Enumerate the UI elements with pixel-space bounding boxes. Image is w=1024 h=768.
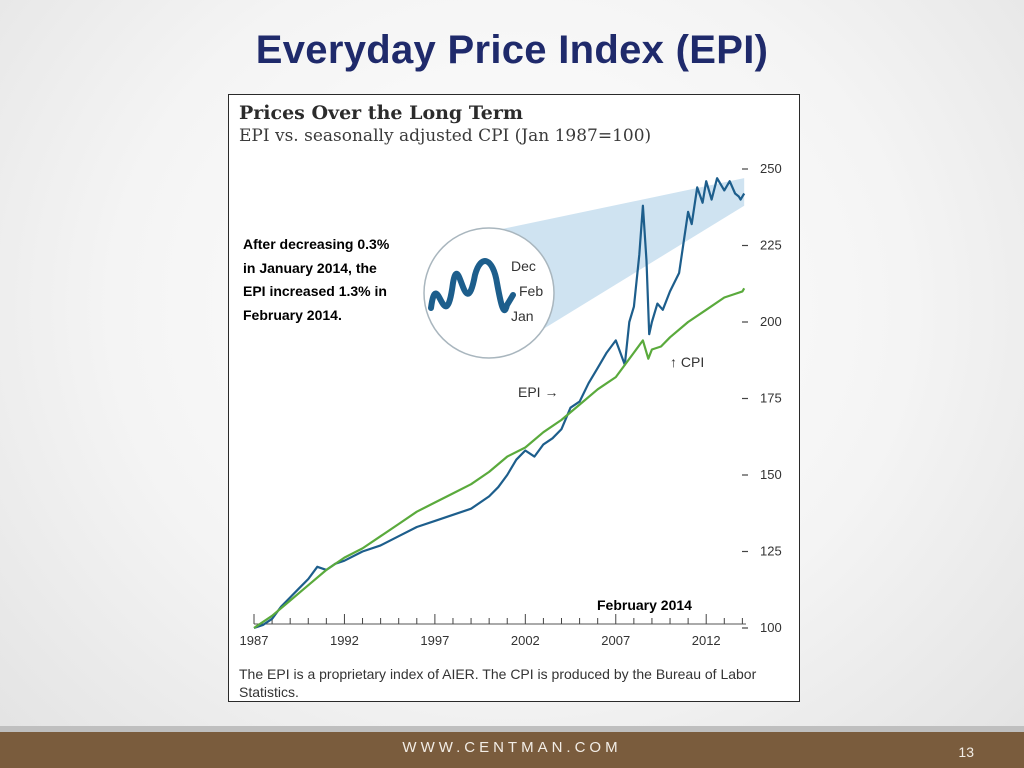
x-tick-label: 2002 [511, 633, 540, 648]
inset-label: Feb [519, 283, 543, 299]
page-number: 13 [958, 744, 974, 760]
x-tick-label: 1987 [240, 633, 269, 648]
footer-bar: WWW.CENTMAN.COM 13 [0, 732, 1024, 768]
date-label: February 2014 [597, 597, 692, 613]
slide-title: Everyday Price Index (EPI) [255, 28, 769, 72]
zoom-wedge [497, 178, 745, 350]
y-tick-label: 175 [760, 391, 782, 406]
callout-text: After decreasing 0.3% in January 2014, t… [243, 236, 390, 323]
x-tick-label: 2012 [692, 633, 721, 648]
y-tick-label: 250 [760, 161, 782, 176]
inset-label: Jan [511, 308, 534, 324]
x-tick-label: 1997 [420, 633, 449, 648]
series-line-cpi [253, 287, 746, 629]
chart-subtitle: EPI vs. seasonally adjusted CPI (Jan 198… [239, 126, 652, 146]
y-tick-label: 150 [760, 467, 782, 482]
inset-circle [423, 227, 555, 359]
footer-url: WWW.CENTMAN.COM [402, 739, 622, 756]
series-line-epi [253, 177, 746, 630]
y-tick-label: 100 [760, 620, 782, 635]
x-tick-label: 1992 [330, 633, 359, 648]
chart-figure: 100 125 150 175 200 225 250 1987 1992 1997 2002 200… [228, 94, 800, 702]
source-note: The EPI is a proprietary index of AIER. … [239, 666, 757, 700]
inset-label: Dec [511, 258, 536, 274]
y-tick-label: 225 [760, 238, 782, 253]
inset-epi-line [428, 258, 516, 314]
chart-title: Prices Over the Long Term [239, 102, 523, 124]
y-tick-label: 125 [760, 544, 782, 559]
y-tick-label: 200 [760, 314, 782, 329]
cpi-series-label: ↑ CPI [670, 354, 704, 370]
epi-series-label: EPI → [518, 384, 558, 400]
epi-cpi-line-chart: 100 125 150 175 200 225 250 1987 1992 1997 2002 200… [240, 161, 782, 648]
footer-divider [0, 726, 1024, 732]
x-tick-label: 2007 [601, 633, 630, 648]
